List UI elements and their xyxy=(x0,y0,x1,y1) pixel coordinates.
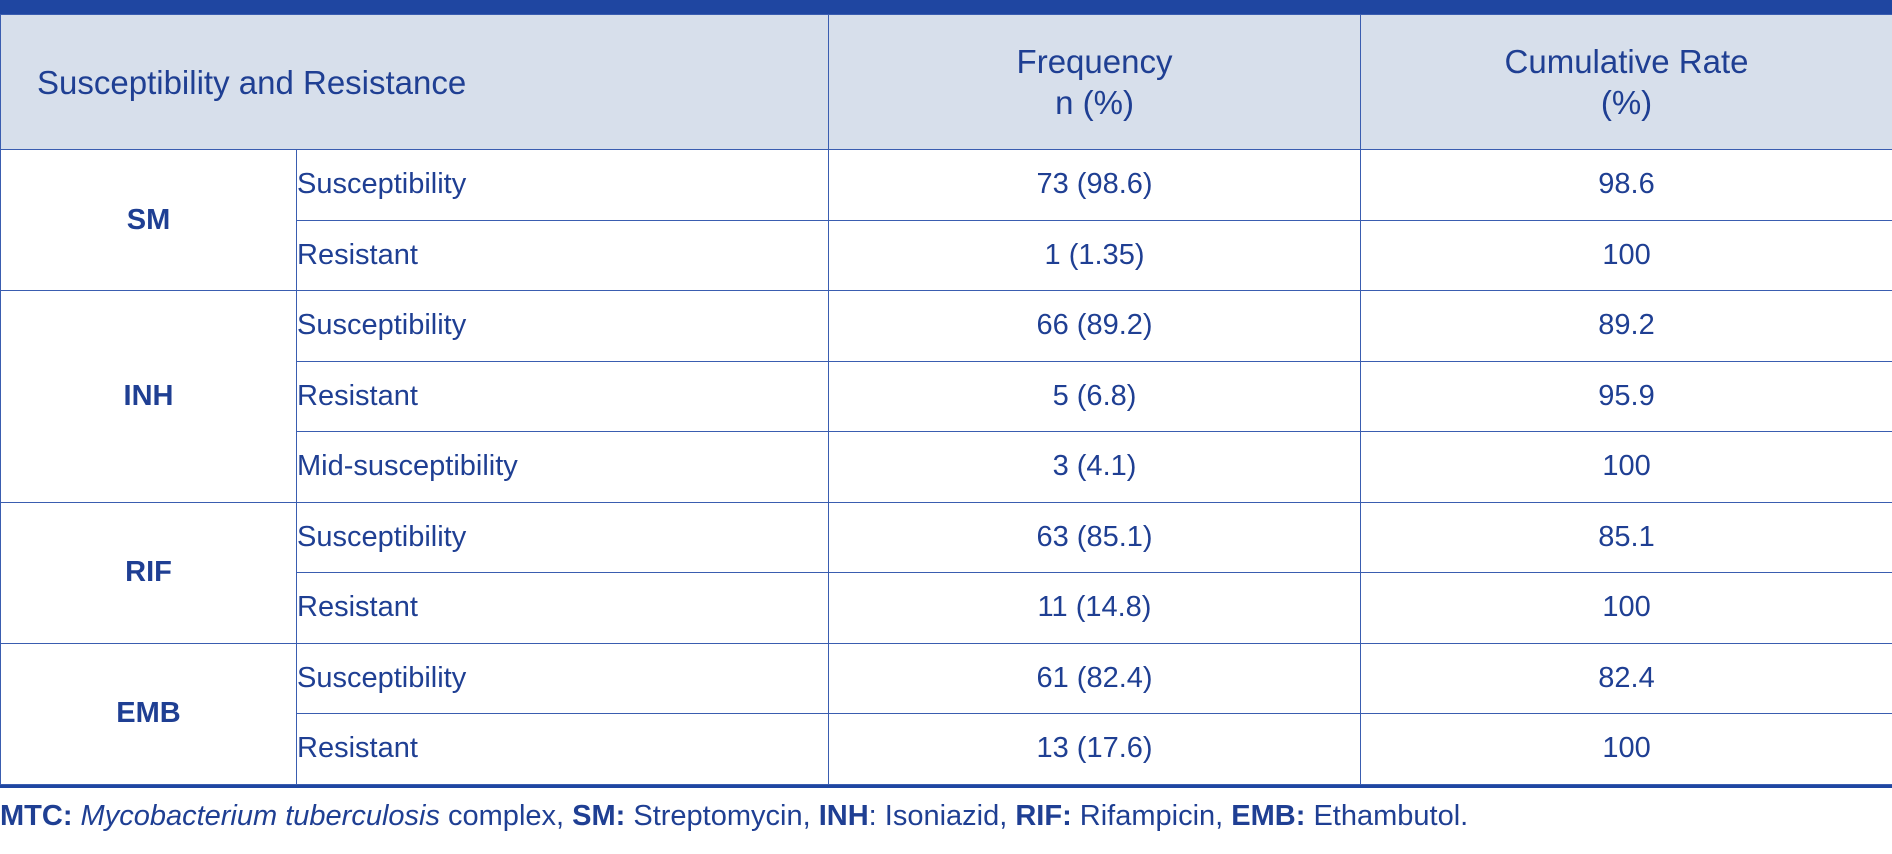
footnote-sm-name: Streptomycin, xyxy=(625,800,819,832)
footnote-mtc-name: Mycobacterium tuberculosis xyxy=(80,800,440,832)
footnote-emb-abbr: EMB: xyxy=(1231,800,1306,832)
bottom-rule xyxy=(0,785,1892,788)
footnote-sm-abbr: SM: xyxy=(572,800,626,832)
outcome-cell: Susceptibility xyxy=(295,149,830,221)
cumulative-cell: 85.1 xyxy=(1360,501,1892,573)
table-row: EMB Susceptibility 61 (82.4) 82.4 xyxy=(0,642,1892,785)
footnote-emb-name: Ethambutol. xyxy=(1305,800,1469,832)
header-cumulative-line1: Cumulative Rate xyxy=(1504,43,1749,80)
table-row: Mid-susceptibility 3 (4.1) 100 xyxy=(1,431,1892,503)
outcome-cell: Resistant xyxy=(295,713,830,785)
table-row: Resistant 11 (14.8) 100 xyxy=(1,572,1892,644)
top-rule xyxy=(0,0,1892,14)
cumulative-cell: 98.6 xyxy=(1360,149,1892,221)
footnote-inh-abbr: INH xyxy=(818,800,869,832)
header-susceptibility-resistance: Susceptibility and Resistance xyxy=(0,14,830,150)
outcome-cell: Resistant xyxy=(295,572,830,644)
header-frequency-line2: n (%) xyxy=(1055,84,1134,121)
frequency-cell: 66 (89.2) xyxy=(828,290,1362,362)
table-row: RIF Susceptibility 63 (85.1) 85.1 xyxy=(0,501,1892,644)
table-row: Resistant 1 (1.35) 100 xyxy=(1,219,1892,291)
footnote-mtc-abbr: MTC: xyxy=(0,800,73,832)
outcome-cell: Susceptibility xyxy=(295,642,830,714)
cumulative-cell: 82.4 xyxy=(1360,642,1892,714)
outcome-cell: Resistant xyxy=(295,219,830,291)
cumulative-cell: 100 xyxy=(1360,572,1892,644)
frequency-cell: 5 (6.8) xyxy=(828,360,1362,432)
frequency-cell: 61 (82.4) xyxy=(828,642,1362,714)
frequency-cell: 13 (17.6) xyxy=(828,713,1362,785)
table-row: INH Susceptibility 66 (89.2) 89.2 xyxy=(0,290,1892,503)
outcome-cell: Resistant xyxy=(295,360,830,432)
frequency-cell: 11 (14.8) xyxy=(828,572,1362,644)
table-footnote: MTC: Mycobacterium tuberculosis complex,… xyxy=(0,800,1468,833)
header-cumulative-line2: (%) xyxy=(1600,84,1653,121)
drug-rif: RIF xyxy=(0,501,297,644)
table-header-row: Susceptibility and Resistance Frequency … xyxy=(0,14,1892,150)
drug-inh: INH xyxy=(0,290,297,503)
susceptibility-table: Susceptibility and Resistance Frequency … xyxy=(0,14,1892,785)
header-cumulative-rate: Cumulative Rate (%) xyxy=(1360,14,1892,150)
cumulative-cell: 100 xyxy=(1360,431,1892,503)
cumulative-cell: 100 xyxy=(1360,713,1892,785)
footnote-inh-name: : Isoniazid, xyxy=(868,800,1016,832)
header-frequency: Frequency n (%) xyxy=(828,14,1362,150)
table-row: SM Susceptibility 73 (98.6) 98.6 xyxy=(0,149,1892,291)
drug-sm: SM xyxy=(0,149,297,291)
footnote-rif-abbr: RIF: xyxy=(1015,800,1072,832)
footnote-mtc-rest: complex, xyxy=(439,800,573,832)
cumulative-cell: 95.9 xyxy=(1360,360,1892,432)
frequency-cell: 3 (4.1) xyxy=(828,431,1362,503)
frequency-cell: 63 (85.1) xyxy=(828,501,1362,573)
header-frequency-line1: Frequency xyxy=(1016,43,1173,80)
cumulative-cell: 89.2 xyxy=(1360,290,1892,362)
outcome-cell: Susceptibility xyxy=(295,501,830,573)
drug-emb: EMB xyxy=(0,642,297,785)
outcome-cell: Susceptibility xyxy=(295,290,830,362)
cumulative-cell: 100 xyxy=(1360,219,1892,291)
frequency-cell: 73 (98.6) xyxy=(828,149,1362,221)
footnote-rif-name: Rifampicin, xyxy=(1071,800,1232,832)
table-row: Resistant 13 (17.6) 100 xyxy=(1,713,1892,785)
outcome-cell: Mid-susceptibility xyxy=(295,431,830,503)
frequency-cell: 1 (1.35) xyxy=(828,219,1362,291)
